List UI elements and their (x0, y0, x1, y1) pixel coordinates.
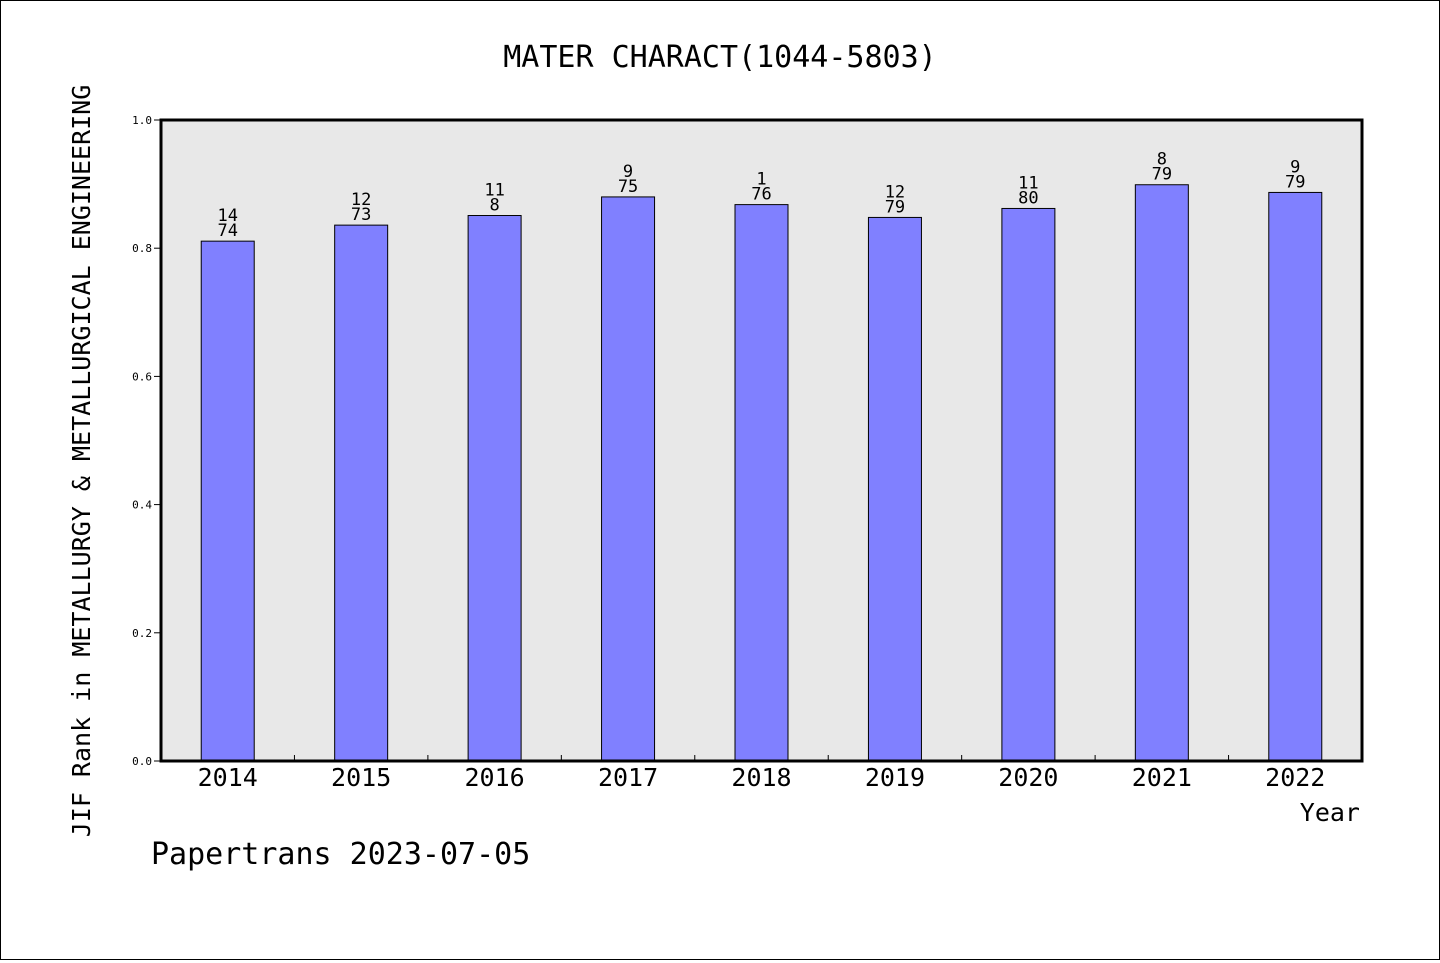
bar-label-rank: 12 (885, 182, 905, 202)
bar-label-total: 73 (351, 205, 371, 225)
bar (601, 196, 656, 762)
bar-label-total: 80 (1018, 188, 1038, 208)
y-tick-label: 0.0 (132, 755, 152, 768)
bar-label-rank: 14 (217, 206, 237, 226)
bar-label-total: 76 (751, 185, 771, 205)
bar (467, 215, 522, 762)
x-axis-label: Year (1300, 798, 1360, 827)
bar (1001, 207, 1056, 762)
x-tick-label: 2016 (465, 763, 525, 792)
y-tick-label: 0.2 (132, 627, 152, 640)
bar-label-total: 75 (618, 177, 638, 197)
bar-label-total: 74 (217, 221, 237, 241)
bar-label-rank: 9 (623, 162, 633, 182)
y-tick-label: 1.0 (132, 114, 152, 127)
bar (1134, 184, 1189, 762)
chart-title: MATER CHARACT(1044-5803) (503, 40, 936, 75)
x-tick-label: 2018 (731, 763, 791, 792)
bar (200, 240, 255, 762)
x-tick-label: 2017 (598, 763, 658, 792)
footer-credit: Papertrans 2023-07-05 (151, 837, 530, 872)
x-tick-label: 2019 (865, 763, 925, 792)
bar-label-rank: 1 (756, 170, 766, 190)
bar-label-total: 79 (885, 197, 905, 217)
bar-label-rank: 11 (1018, 173, 1038, 193)
bar (1268, 191, 1323, 762)
x-axis-ticks: 2014 2015 2016 2017 2018 2019 2020 2021 2022 (198, 755, 1325, 792)
y-tick-label: 0.4 (132, 499, 152, 512)
plot-border (159, 118, 1364, 763)
bar-label-total: 79 (1285, 172, 1305, 192)
y-tick-label: 0.8 (132, 242, 152, 255)
x-tick-label: 2015 (331, 763, 391, 792)
bar-label-rank: 9 (1290, 157, 1300, 177)
y-axis-ticks: 0.0 0.2 0.4 0.6 0.8 1.0 (132, 114, 161, 768)
x-tick-label: 2014 (198, 763, 258, 792)
bar-label-total: 79 (1152, 165, 1172, 185)
bar (734, 204, 789, 762)
bar-label-rank: 11 (484, 181, 504, 201)
x-tick-label: 2020 (998, 763, 1058, 792)
bar-label-rank: 12 (351, 190, 371, 210)
bar (867, 216, 922, 762)
x-tick-label: 2021 (1132, 763, 1192, 792)
bar (334, 224, 389, 762)
bar-label-total: 8 (489, 196, 499, 216)
y-axis-label: JIF Rank in METALLURGY & METALLURGICAL E… (67, 85, 96, 838)
x-tick-label: 2022 (1265, 763, 1325, 792)
bar-label-rank: 8 (1157, 150, 1167, 170)
y-tick-label: 0.6 (132, 370, 152, 383)
